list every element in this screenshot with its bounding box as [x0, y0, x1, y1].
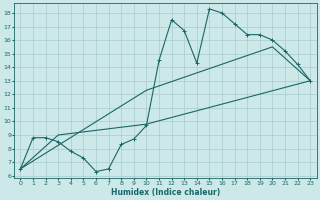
X-axis label: Humidex (Indice chaleur): Humidex (Indice chaleur): [111, 188, 220, 197]
